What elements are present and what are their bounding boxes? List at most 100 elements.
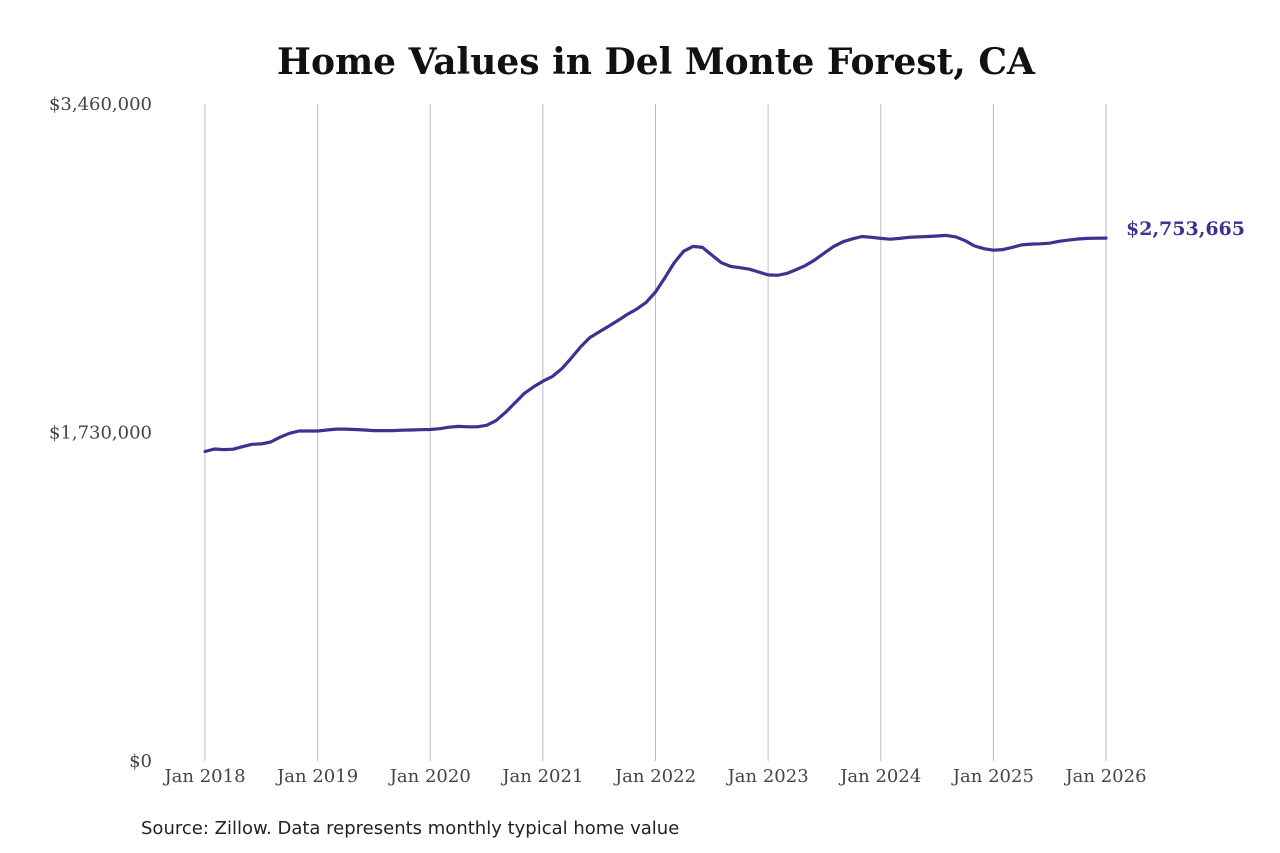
data-point xyxy=(485,423,489,427)
x-tick-label: Jan 2022 xyxy=(613,766,696,787)
data-point xyxy=(410,428,414,432)
data-point xyxy=(757,270,761,274)
data-point xyxy=(1029,242,1033,246)
data-point xyxy=(381,429,385,433)
data-point xyxy=(766,273,770,277)
data-point xyxy=(325,428,329,432)
data-point xyxy=(588,336,592,340)
series-layer xyxy=(203,233,1108,454)
data-point xyxy=(804,263,808,267)
data-point xyxy=(475,425,479,429)
data-point xyxy=(672,261,676,265)
data-point xyxy=(1095,236,1099,240)
series-line xyxy=(203,233,1108,454)
data-point xyxy=(607,324,611,328)
data-point xyxy=(578,345,582,349)
y-axis-tick-labels: $0 $1,730,000 $3,460,000 xyxy=(49,94,152,772)
data-point xyxy=(1020,243,1024,247)
data-point xyxy=(550,375,554,379)
data-point xyxy=(212,447,216,451)
data-point xyxy=(241,445,245,449)
data-point xyxy=(560,367,564,371)
end-value-label: $2,753,665 xyxy=(1126,218,1245,240)
source-note: Source: Zillow. Data represents monthly … xyxy=(141,818,679,839)
x-tick-label: Jan 2019 xyxy=(275,766,358,787)
chart-title: Home Values in Del Monte Forest, CA xyxy=(277,41,1036,83)
data-point xyxy=(682,249,686,253)
x-tick-label: Jan 2026 xyxy=(1063,766,1146,787)
data-point xyxy=(372,429,376,433)
data-point xyxy=(569,356,573,360)
data-point xyxy=(269,440,273,444)
data-point xyxy=(541,379,545,383)
data-point xyxy=(222,448,226,452)
data-point xyxy=(973,244,977,248)
data-point xyxy=(832,244,836,248)
data-point xyxy=(888,237,892,241)
data-point xyxy=(250,442,254,446)
data-point xyxy=(916,235,920,239)
data-point xyxy=(203,450,207,454)
x-tick-label: Jan 2018 xyxy=(162,766,245,787)
data-point xyxy=(691,244,695,248)
data-point xyxy=(663,276,667,280)
data-point xyxy=(316,429,320,433)
data-point xyxy=(456,424,460,428)
data-point xyxy=(898,236,902,240)
data-point xyxy=(597,330,601,334)
data-point xyxy=(1048,241,1052,245)
data-point xyxy=(785,271,789,275)
data-point xyxy=(522,392,526,396)
data-point xyxy=(428,428,432,432)
data-point xyxy=(1104,236,1108,240)
data-point xyxy=(879,236,883,240)
data-point xyxy=(513,401,517,405)
data-point xyxy=(1085,236,1089,240)
data-point xyxy=(306,429,310,433)
data-point xyxy=(344,427,348,431)
data-point xyxy=(794,268,798,272)
data-point xyxy=(353,428,357,432)
data-point xyxy=(822,251,826,255)
data-point xyxy=(851,237,855,241)
data-point xyxy=(654,290,658,294)
data-point xyxy=(991,248,995,252)
data-point xyxy=(259,442,263,446)
x-axis-tick-labels: Jan 2018 Jan 2019 Jan 2020 Jan 2021 Jan 2022… xyxy=(162,766,1146,787)
data-point xyxy=(841,240,845,244)
data-point xyxy=(1038,242,1042,246)
y-tick-label: $0 xyxy=(129,751,152,772)
data-point xyxy=(869,235,873,239)
y-tick-label: $1,730,000 xyxy=(49,423,152,444)
data-point xyxy=(644,300,648,304)
x-tick-label: Jan 2020 xyxy=(388,766,471,787)
data-point xyxy=(419,428,423,432)
data-point xyxy=(625,312,629,316)
data-point xyxy=(963,239,967,243)
data-point xyxy=(907,235,911,239)
gridlines xyxy=(204,104,1107,761)
data-point xyxy=(729,264,733,268)
data-point xyxy=(438,427,442,431)
data-point xyxy=(278,435,282,439)
data-point xyxy=(391,429,395,433)
x-tick-label: Jan 2021 xyxy=(500,766,583,787)
data-point xyxy=(719,261,723,265)
data-point xyxy=(1067,238,1071,242)
data-point xyxy=(466,425,470,429)
data-point xyxy=(944,233,948,237)
data-point xyxy=(635,307,639,311)
data-point xyxy=(494,419,498,423)
data-point xyxy=(1010,245,1014,249)
data-point xyxy=(503,411,507,415)
y-tick-label: $3,460,000 xyxy=(49,94,152,115)
data-point xyxy=(935,234,939,238)
data-point xyxy=(363,428,367,432)
data-point xyxy=(297,429,301,433)
x-tick-label: Jan 2023 xyxy=(726,766,809,787)
data-point xyxy=(776,273,780,277)
data-point xyxy=(1057,239,1061,243)
data-point xyxy=(447,425,451,429)
data-point xyxy=(738,266,742,270)
